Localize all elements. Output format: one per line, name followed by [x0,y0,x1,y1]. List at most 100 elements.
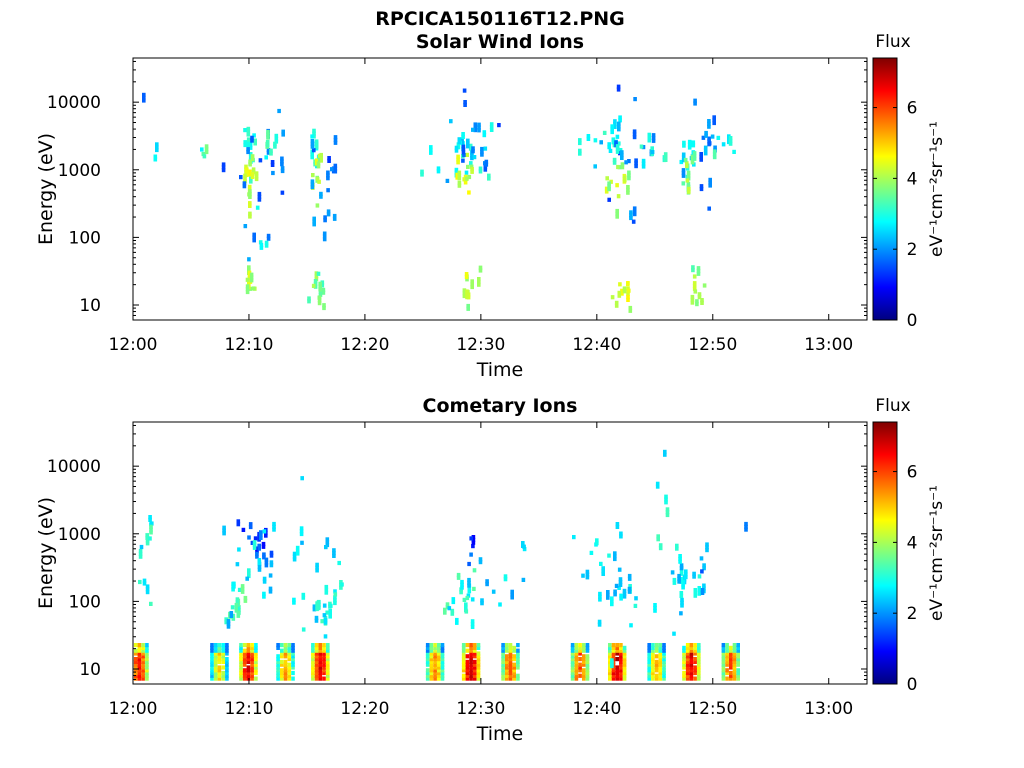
heatmap-cell [721,142,726,147]
heatmap-cell [239,673,243,678]
heatmap-cell [634,158,638,163]
colorbar-title: Flux [875,32,910,52]
heatmap-cell [686,181,691,186]
heatmap-cell [679,563,684,568]
heatmap-cell [312,604,317,609]
heatmap-cell [516,662,520,667]
heatmap-cell [465,176,469,181]
colorbar [872,57,898,321]
heatmap-cell [658,659,663,664]
heatmap-cell [137,668,142,673]
heatmap-cell [466,144,470,149]
heatmap-cell [469,536,473,541]
heatmap-cell [615,643,619,648]
heatmap-cells [142,84,736,313]
heatmap-cell [433,651,437,656]
heatmap-cell [619,659,623,664]
heatmap-cell [647,651,651,656]
heatmap-cell [250,670,254,676]
heatmap-cell [627,159,631,164]
heatmap-cell [501,648,505,653]
heatmap-cell [516,657,520,662]
heatmap-cell [619,643,623,648]
heatmap-cell [687,139,692,144]
heatmap-cell [311,668,315,673]
heatmap-cell [254,648,258,653]
heatmap-cell [595,538,599,543]
heatmap-cell [258,240,263,245]
heatmap-cell [243,224,248,229]
heatmap-cell [721,668,726,673]
heatmap-cell [326,173,330,178]
heatmap-cell [213,645,218,650]
heatmap-cell [268,589,273,594]
x-axis-label: Time [476,723,524,745]
heatmap-cell [221,665,225,670]
heatmap-cell [145,645,149,650]
heatmap-cell [210,665,214,670]
heatmap-cell [239,662,243,667]
heatmap-cell [570,670,575,676]
heatmap-cell [239,175,243,180]
heatmap-cell [217,668,222,673]
heatmap-cell [651,135,656,141]
heatmap-cell [574,670,579,676]
heatmap-cell [264,243,269,248]
heatmap-cell [295,545,300,550]
heatmap-cell [470,619,475,624]
heatmap-cell [461,158,465,163]
heatmap-cell [429,145,433,150]
heatmap-cell [317,605,321,610]
heatmap-cell [464,602,468,607]
heatmap-cell [615,657,619,662]
heatmap-cell [447,606,452,611]
colorbar-label: eV⁻¹cm⁻²sr⁻¹s⁻¹ [927,485,947,621]
heatmap-cell [269,560,274,565]
heatmap-cell [280,651,284,656]
heatmap-cell [287,648,292,653]
heatmap-cell [440,651,445,656]
heatmap-cell [466,593,471,598]
heatmap-cell [213,651,218,656]
heatmap-cell [276,676,280,681]
heatmap-cell [217,651,222,656]
heatmap-cell [257,546,261,551]
heatmap-cell [689,648,694,653]
heatmap-cell [301,627,306,632]
heatmap-cell [697,665,701,670]
heatmap-cell [682,673,686,678]
heatmap-cell [264,557,269,562]
heatmap-cell [133,668,138,673]
heatmap-cell [255,549,259,554]
heatmap-cell [639,144,644,149]
heatmap-cell [610,663,614,669]
heatmap-cell [508,662,513,667]
x-tick-label: 12:30 [456,699,505,719]
heatmap-cell [326,670,330,676]
heatmap-cell [425,657,430,662]
heatmap-cell [470,153,474,158]
heatmap-cell [695,299,699,304]
heatmap-cell [658,668,663,673]
heatmap-cell [662,676,666,681]
heatmap-cell [503,574,508,579]
heatmap-cell [310,141,315,146]
heatmap-cell [141,673,145,678]
heatmap-cell [248,189,252,194]
heatmap-cell [578,662,582,667]
heatmap-cell [582,645,586,650]
heatmap-cell [236,613,241,618]
heatmap-cell [595,541,599,546]
heatmap-cell [145,541,150,546]
heatmap-cell [451,599,456,605]
heatmap-cell [269,553,274,558]
heatmap-cell [622,588,627,593]
heatmap-cell [291,654,295,659]
heatmap-cell [315,568,319,573]
heatmap-cell [725,651,729,656]
heatmap-cell [729,662,733,667]
heatmap-cell [429,651,434,656]
heatmap-cell [473,659,477,664]
heatmap-cell [654,643,659,648]
